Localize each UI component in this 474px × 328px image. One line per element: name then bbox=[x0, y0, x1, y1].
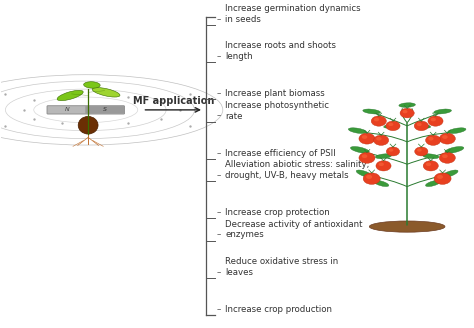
Ellipse shape bbox=[423, 154, 439, 159]
Ellipse shape bbox=[417, 124, 430, 128]
Circle shape bbox=[439, 153, 456, 163]
Ellipse shape bbox=[399, 103, 415, 107]
Circle shape bbox=[426, 162, 431, 166]
FancyBboxPatch shape bbox=[47, 106, 125, 114]
Text: N: N bbox=[64, 107, 69, 113]
Ellipse shape bbox=[434, 109, 451, 114]
Text: –: – bbox=[216, 208, 220, 217]
Circle shape bbox=[434, 173, 451, 184]
Text: –: – bbox=[216, 305, 220, 314]
Ellipse shape bbox=[445, 147, 464, 153]
Circle shape bbox=[374, 118, 379, 121]
Text: Increase plant biomass: Increase plant biomass bbox=[225, 89, 325, 98]
Text: Increase efficiency of PSII: Increase efficiency of PSII bbox=[225, 149, 336, 158]
Ellipse shape bbox=[363, 109, 381, 114]
Text: –: – bbox=[216, 149, 220, 158]
Text: –: – bbox=[216, 268, 220, 277]
Ellipse shape bbox=[92, 88, 120, 97]
Circle shape bbox=[439, 133, 456, 144]
Circle shape bbox=[428, 116, 443, 126]
Circle shape bbox=[428, 137, 434, 140]
Ellipse shape bbox=[384, 124, 398, 128]
Text: Alleviation abiotic stress: salinity,
drought, UV-B, heavy metals: Alleviation abiotic stress: salinity, dr… bbox=[225, 160, 369, 180]
Text: Increase crop production: Increase crop production bbox=[225, 305, 332, 314]
Circle shape bbox=[379, 162, 384, 166]
Circle shape bbox=[371, 116, 386, 126]
Ellipse shape bbox=[375, 154, 392, 159]
Text: –: – bbox=[216, 52, 220, 61]
Text: Increase germination dynamics
in seeds: Increase germination dynamics in seeds bbox=[225, 4, 361, 24]
Circle shape bbox=[402, 110, 408, 113]
Circle shape bbox=[423, 161, 438, 171]
Text: –: – bbox=[216, 89, 220, 98]
Ellipse shape bbox=[369, 221, 445, 232]
Text: –: – bbox=[216, 231, 220, 239]
Text: –: – bbox=[216, 112, 220, 120]
Circle shape bbox=[366, 175, 372, 179]
Circle shape bbox=[389, 149, 393, 152]
Circle shape bbox=[362, 154, 367, 158]
Circle shape bbox=[430, 118, 436, 121]
Text: Decrease activity of antioxidant
enzymes: Decrease activity of antioxidant enzymes bbox=[225, 220, 363, 239]
Circle shape bbox=[388, 123, 393, 126]
Text: Increase photosynthetic
rate: Increase photosynthetic rate bbox=[225, 101, 329, 120]
Ellipse shape bbox=[426, 180, 441, 187]
Circle shape bbox=[400, 108, 414, 118]
Circle shape bbox=[376, 137, 382, 140]
Circle shape bbox=[442, 135, 448, 139]
Circle shape bbox=[359, 153, 375, 163]
Circle shape bbox=[414, 121, 428, 131]
Ellipse shape bbox=[356, 170, 373, 178]
Ellipse shape bbox=[57, 90, 83, 101]
Text: Increase roots and shoots
length: Increase roots and shoots length bbox=[225, 41, 336, 61]
Circle shape bbox=[376, 161, 391, 171]
Circle shape bbox=[442, 154, 448, 158]
Circle shape bbox=[417, 149, 422, 152]
Text: Increase crop protection: Increase crop protection bbox=[225, 208, 330, 217]
Text: –: – bbox=[216, 15, 220, 24]
Ellipse shape bbox=[78, 116, 98, 134]
Ellipse shape bbox=[348, 128, 367, 133]
Circle shape bbox=[426, 135, 441, 145]
Circle shape bbox=[415, 147, 428, 156]
Circle shape bbox=[386, 147, 400, 156]
Ellipse shape bbox=[350, 147, 369, 153]
Circle shape bbox=[362, 135, 367, 139]
FancyBboxPatch shape bbox=[85, 106, 124, 114]
Circle shape bbox=[437, 175, 443, 179]
Circle shape bbox=[374, 135, 389, 145]
Circle shape bbox=[417, 123, 422, 126]
Circle shape bbox=[359, 133, 375, 144]
Ellipse shape bbox=[441, 170, 458, 178]
Text: MF application: MF application bbox=[133, 96, 214, 106]
Circle shape bbox=[363, 173, 380, 184]
Text: –: – bbox=[216, 171, 220, 180]
Text: Reduce oxidative stress in
leaves: Reduce oxidative stress in leaves bbox=[225, 257, 338, 277]
Ellipse shape bbox=[374, 180, 389, 187]
Ellipse shape bbox=[83, 82, 100, 88]
Text: S: S bbox=[103, 107, 107, 113]
Circle shape bbox=[386, 121, 400, 131]
Ellipse shape bbox=[447, 128, 466, 133]
